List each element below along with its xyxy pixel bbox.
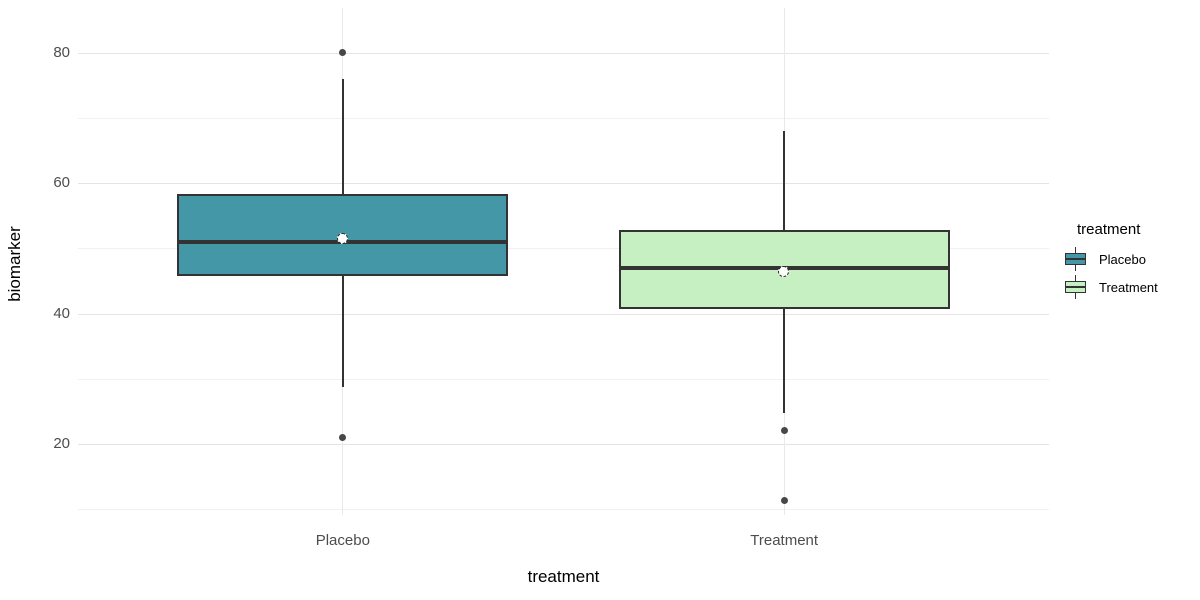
y-tick-label: 20 xyxy=(53,434,70,452)
legend-entries: Placebo Treatment xyxy=(1064,245,1158,301)
y-tick-label: 60 xyxy=(53,174,70,192)
legend-key-median xyxy=(1065,286,1086,288)
minor-gridline xyxy=(78,509,1049,511)
legend-key-boxplot-icon xyxy=(1064,246,1087,272)
legend-key-boxplot-icon xyxy=(1064,274,1087,300)
x-tick-label: Placebo xyxy=(315,532,370,549)
outlier-point xyxy=(339,49,347,57)
mean-point xyxy=(778,265,790,277)
legend-title: treatment xyxy=(1077,221,1141,238)
y-tick-label: 40 xyxy=(53,304,70,322)
legend: treatment Placebo Treatment xyxy=(1064,221,1158,301)
plot-panel xyxy=(78,8,1049,515)
upper-whisker xyxy=(783,131,786,231)
outlier-point xyxy=(780,496,788,504)
legend-key-whisker xyxy=(1074,247,1076,254)
major-gridline xyxy=(78,313,1049,315)
mean-point xyxy=(336,232,348,244)
outlier-point xyxy=(780,427,788,435)
legend-key-whisker xyxy=(1074,292,1076,299)
minor-gridline xyxy=(78,248,1049,250)
major-gridline xyxy=(78,183,1049,185)
lower-whisker xyxy=(783,309,786,413)
legend-entry-label: Placebo xyxy=(1099,251,1146,267)
x-axis-title: treatment xyxy=(527,567,600,586)
legend-key-median xyxy=(1065,258,1086,260)
minor-gridline xyxy=(78,378,1049,380)
legend-entry: Treatment xyxy=(1064,273,1158,301)
x-tick-label: Treatment xyxy=(750,532,819,549)
legend-key-whisker xyxy=(1074,264,1076,271)
major-gridline xyxy=(78,52,1049,54)
upper-whisker xyxy=(341,79,344,194)
lower-whisker xyxy=(341,275,344,388)
major-gridline xyxy=(78,443,1049,445)
legend-key-whisker xyxy=(1074,275,1076,282)
legend-entry-label: Treatment xyxy=(1099,279,1158,295)
y-tick-label: 80 xyxy=(53,43,70,61)
outlier-point xyxy=(339,433,347,441)
legend-entry: Placebo xyxy=(1064,245,1158,273)
minor-gridline xyxy=(78,118,1049,120)
